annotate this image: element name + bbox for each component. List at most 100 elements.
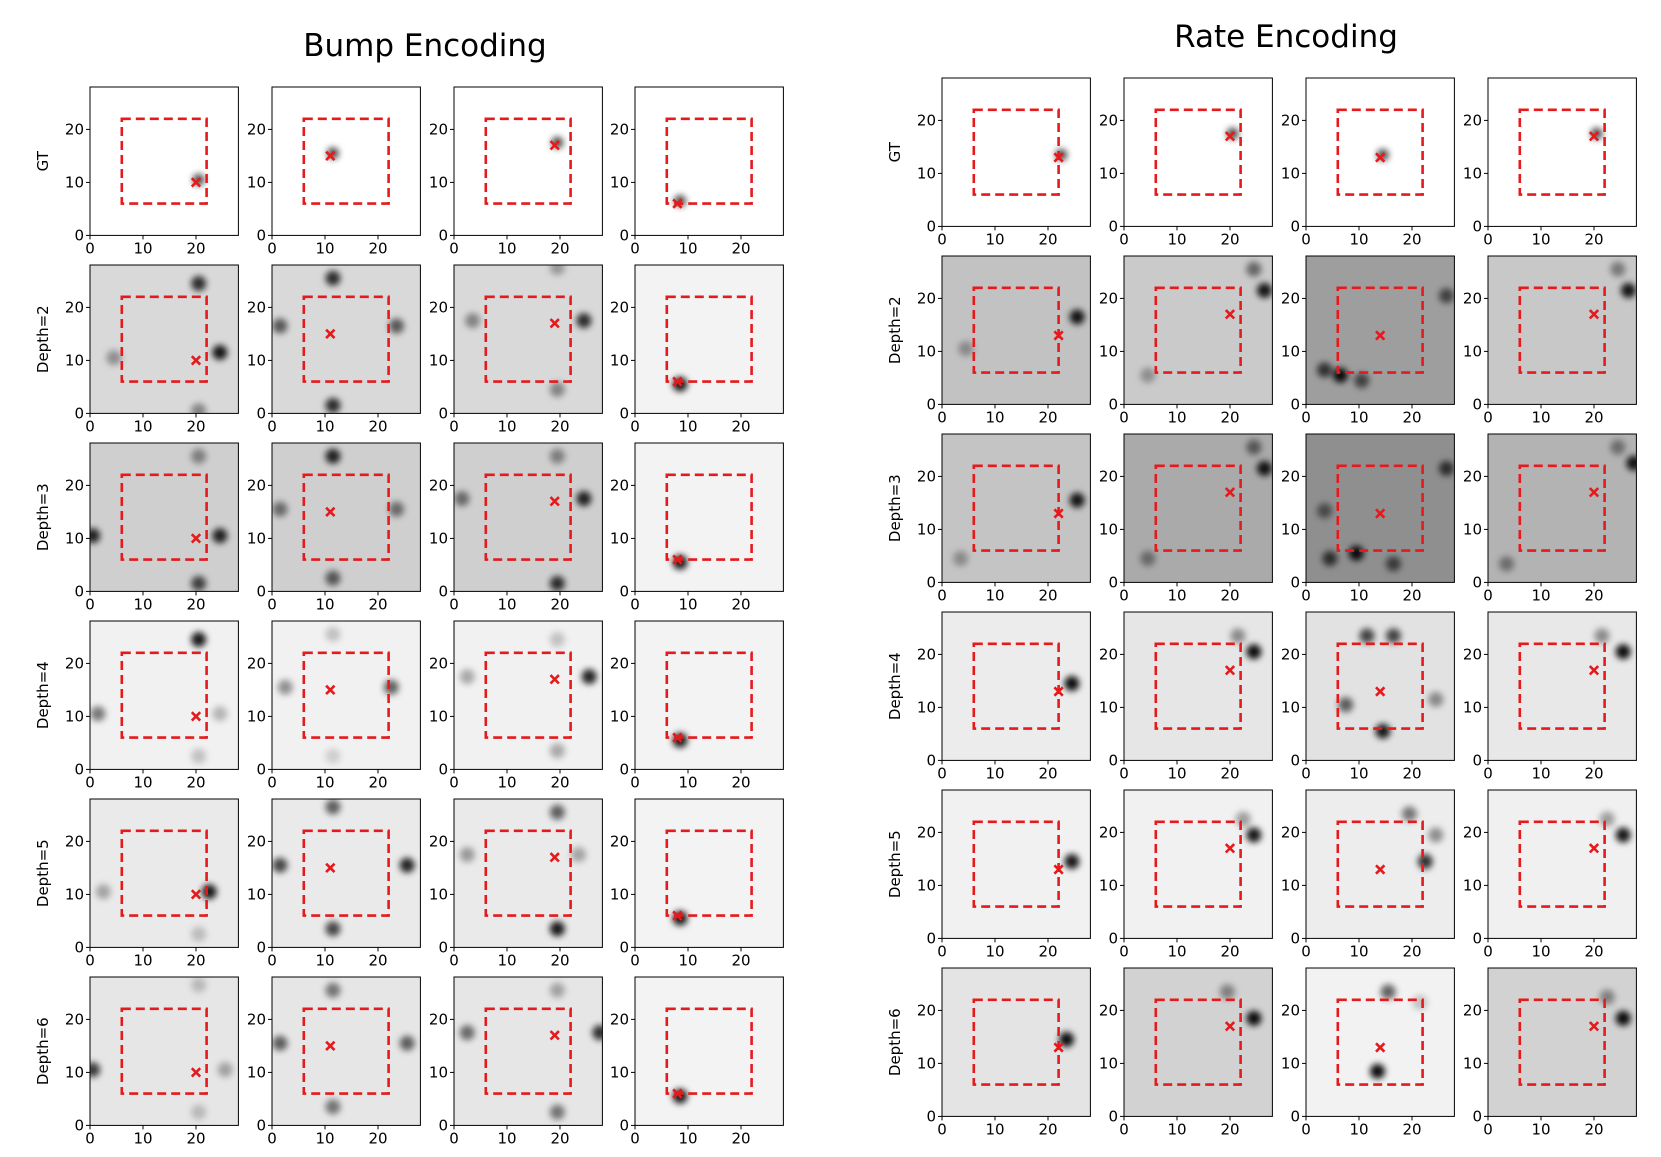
heatmap-background [90, 265, 239, 414]
region-box [1518, 108, 1606, 196]
y-tick-label: 0 [1108, 929, 1118, 947]
y-tick-label: 0 [1472, 395, 1482, 413]
heatmap-peaks [272, 799, 415, 937]
target-marker [1375, 508, 1386, 519]
x-tick-label: 0 [630, 417, 640, 435]
target-marker [1375, 152, 1386, 163]
subplot: 0 10 20 0 10 20 [247, 976, 421, 1147]
rate-encoding-title: Rate Encoding [1174, 19, 1398, 55]
x-tick-label: 10 [1531, 1120, 1550, 1138]
y-tick-label: 20 [429, 298, 448, 316]
heatmap-peak [953, 551, 969, 567]
heatmap-peak [399, 857, 415, 873]
axes-frame [89, 620, 239, 770]
axes-frame [1487, 789, 1637, 939]
x-tick-label: 20 [368, 595, 387, 613]
subplot: 0 10 20 0 10 20 [1099, 967, 1273, 1138]
axes-frame [271, 620, 421, 770]
region-box [484, 651, 572, 739]
x-tick-label: 10 [315, 417, 334, 435]
heatmap-peak [1499, 556, 1515, 572]
heatmap-peak [95, 884, 111, 900]
x-tick-label: 0 [630, 239, 640, 257]
subplot: 0 10 20 0 10 20 [610, 442, 784, 613]
y-tick-label: 20 [610, 120, 629, 138]
y-tick-label: 0 [74, 938, 84, 956]
axes-frame [453, 620, 603, 770]
heatmap-peak [1375, 723, 1391, 739]
target-marker [672, 376, 683, 387]
heatmap-peak [1235, 811, 1251, 827]
y-tick-label: 10 [65, 1063, 84, 1081]
y-tick-label: 10 [247, 173, 266, 191]
y-tick-label: 0 [438, 1116, 448, 1134]
heatmap-peak [1064, 676, 1080, 692]
y-tick-label: 20 [247, 654, 266, 672]
heatmap-background [635, 265, 784, 414]
heatmap-peak [592, 1025, 603, 1041]
x-tick-label: 0 [630, 1129, 640, 1147]
y-tick-label: 0 [74, 226, 84, 244]
heatmap-background [90, 443, 239, 592]
heatmap-background [1124, 790, 1273, 939]
y-tick-label: 20 [65, 476, 84, 494]
x-tick-label: 10 [133, 1129, 152, 1147]
x-tick-label: 10 [678, 417, 697, 435]
heatmap-peaks [272, 270, 405, 413]
heatmap-background [942, 256, 1091, 405]
heatmap-peak [1359, 628, 1375, 644]
x-tick-label: 0 [449, 417, 459, 435]
y-tick-label: 0 [74, 404, 84, 422]
x-tick-label: 20 [550, 773, 569, 791]
axes-frame [453, 442, 603, 592]
heatmap-peak [1317, 503, 1333, 519]
heatmap-peak [1380, 984, 1396, 1000]
x-tick-label: 10 [497, 595, 516, 613]
subplot: 0 10 20 0 10 20 [1099, 789, 1273, 960]
x-tick-label: 0 [1483, 1120, 1493, 1138]
region-box [665, 117, 753, 205]
heatmap-peak [201, 884, 217, 900]
subplot: 0 10 20 0 10 20 [247, 620, 421, 791]
axes-frame [1305, 611, 1455, 761]
axes-frame [941, 433, 1091, 583]
axes-frame [1487, 255, 1637, 405]
x-tick-label: 0 [937, 408, 947, 426]
x-tick-label: 20 [186, 239, 205, 257]
subplot: 0 10 20 0 10 20 [429, 442, 603, 613]
row-label: Depth=2 [886, 296, 904, 364]
y-tick-label: 0 [256, 760, 266, 778]
heatmap-peak [549, 1104, 565, 1120]
axes-frame [941, 255, 1091, 405]
target-marker [1375, 330, 1386, 341]
y-tick-label: 20 [65, 1010, 84, 1028]
y-tick-label: 0 [438, 582, 448, 600]
x-tick-label: 10 [985, 764, 1004, 782]
region-box [665, 1007, 753, 1095]
target-marker [549, 674, 560, 685]
heatmap-peak [325, 799, 341, 815]
subplot: 0 10 20 0 10 20 [247, 442, 421, 613]
target-marker [1224, 1021, 1236, 1032]
target-marker [672, 554, 683, 565]
axes-frame [1487, 77, 1637, 227]
y-tick-label: 0 [74, 760, 84, 778]
x-tick-label: 20 [368, 1129, 387, 1147]
target-marker [1053, 508, 1064, 519]
y-tick-label: 0 [1290, 217, 1300, 235]
x-tick-label: 0 [1483, 764, 1493, 782]
x-tick-label: 10 [985, 586, 1004, 604]
x-tick-label: 10 [133, 773, 152, 791]
y-tick-label: 10 [1281, 520, 1300, 538]
y-tick-label: 20 [247, 120, 266, 138]
axes-frame [89, 798, 239, 948]
heatmap-background [1488, 256, 1637, 405]
target-marker [672, 910, 683, 921]
subplot: 0 10 20 0 10 20 [1099, 255, 1273, 426]
subplot: 0 10 20 0 10 20 [65, 442, 239, 613]
row-label: Depth=3 [886, 474, 904, 542]
heatmap-peak [549, 448, 565, 464]
heatmap-peak [325, 270, 341, 286]
x-tick-label: 20 [1038, 408, 1057, 426]
heatmap-peaks [1499, 439, 1637, 572]
